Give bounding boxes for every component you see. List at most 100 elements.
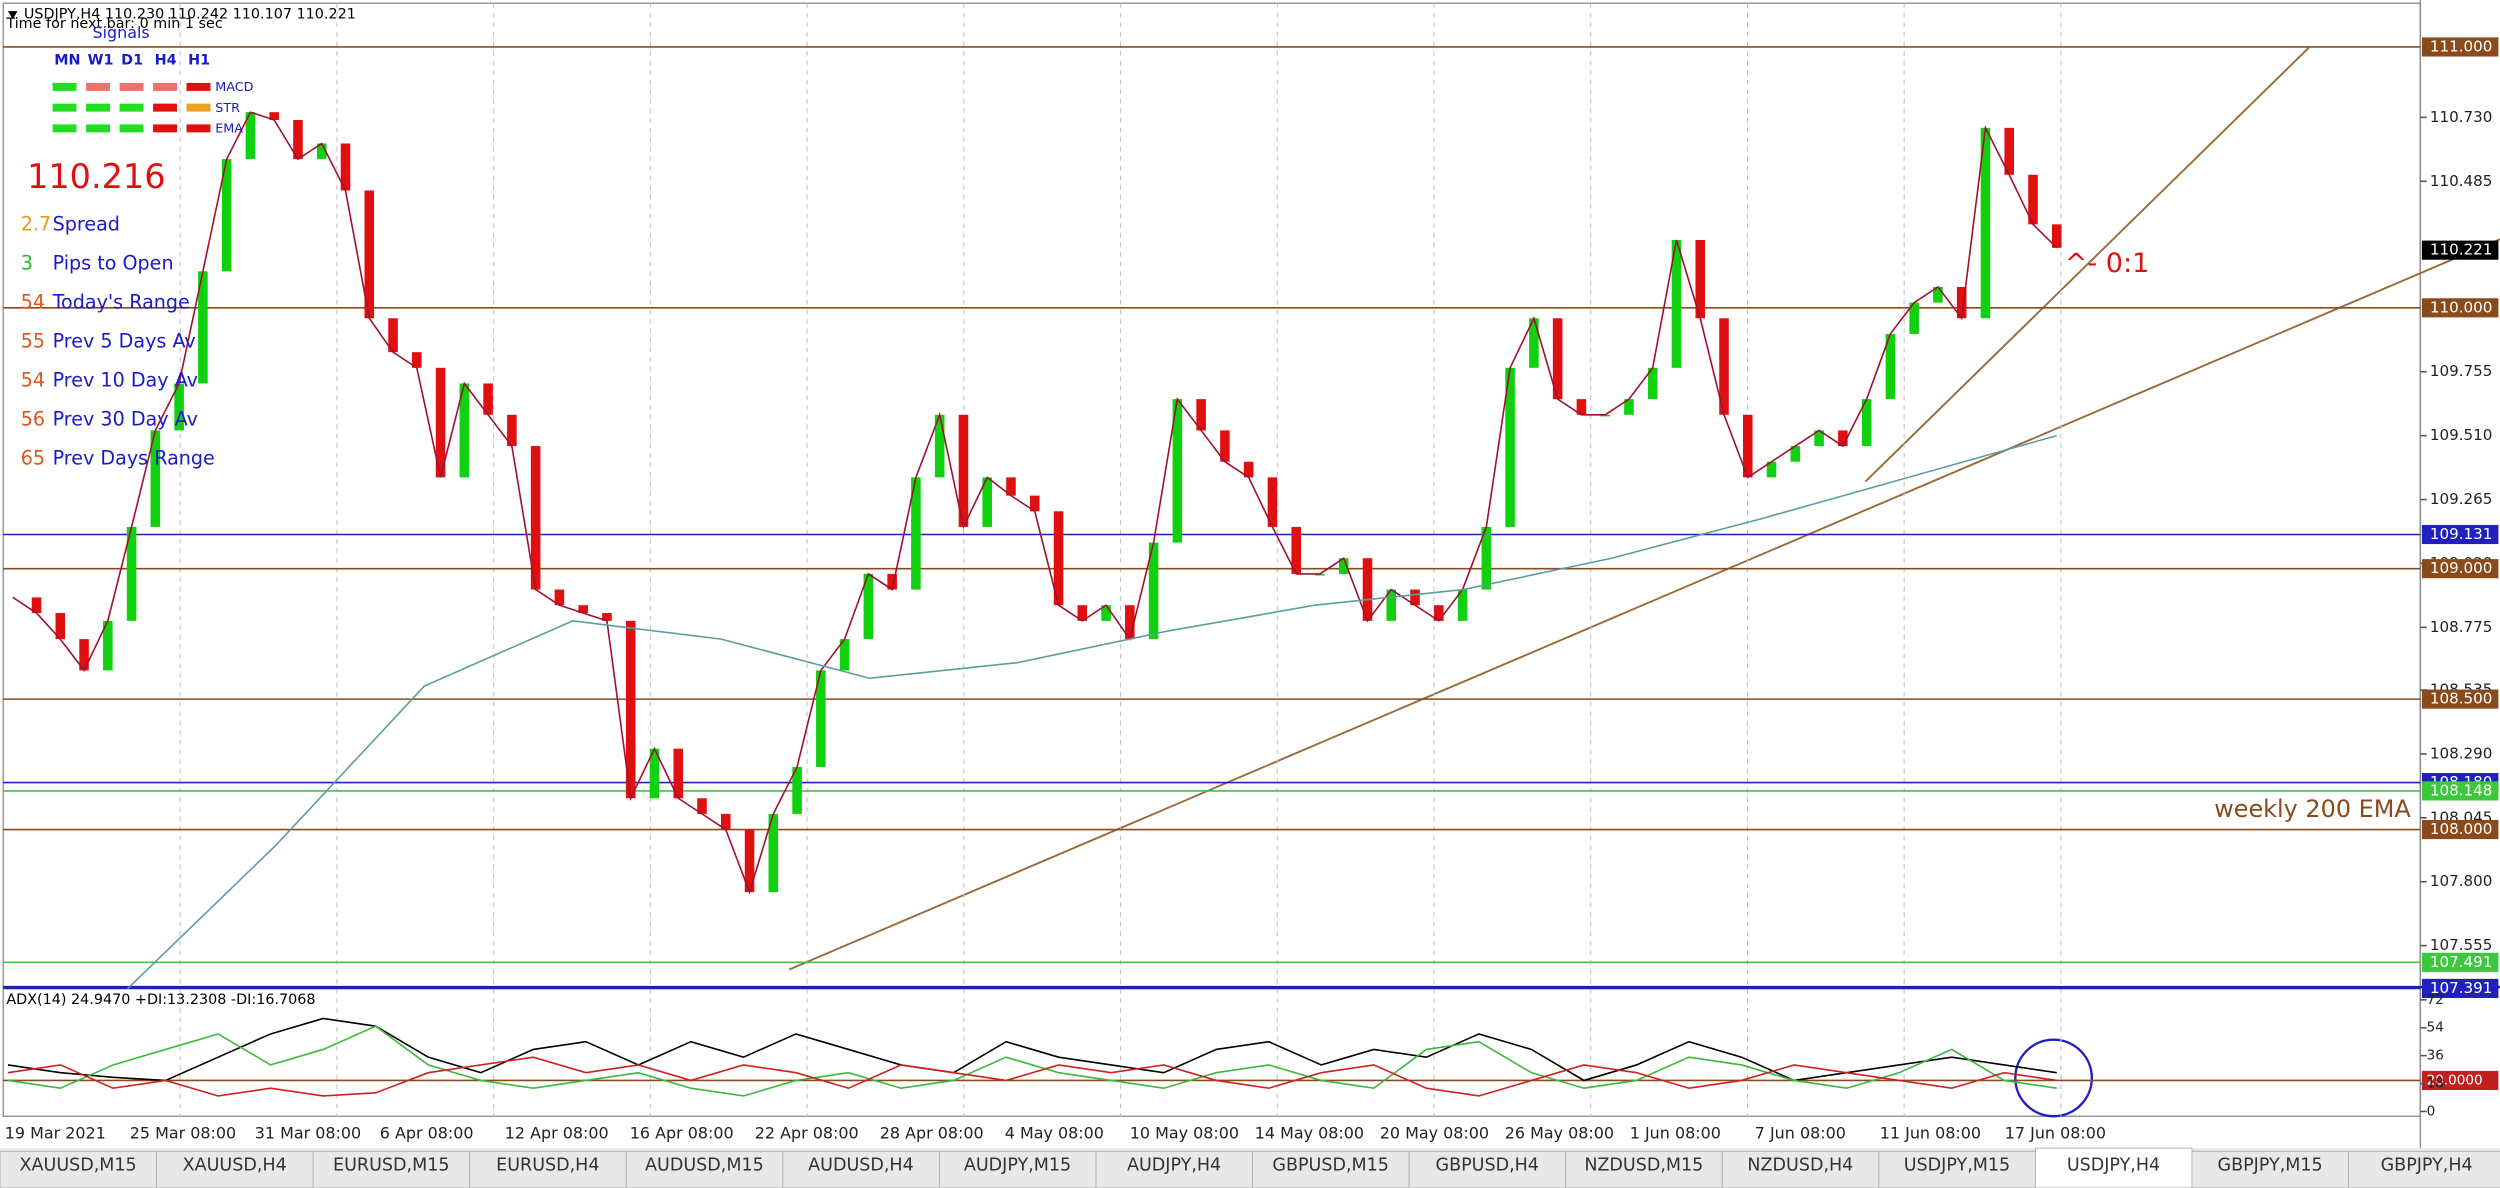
signal-bar xyxy=(153,124,177,133)
stat-label: Prev Days Range xyxy=(53,447,215,470)
x-tick-label: 6 Apr 08:00 xyxy=(380,1123,474,1142)
candle xyxy=(1410,589,1420,606)
signal-bar xyxy=(86,124,111,133)
tab[interactable] xyxy=(625,1150,784,1188)
tab-label[interactable]: GBPUSD,M15 xyxy=(1272,1156,1389,1176)
candle xyxy=(364,190,375,319)
candle xyxy=(1434,605,1444,621)
y-tick-label: 107.800 xyxy=(2430,872,2493,890)
y-tick-label: 110.730 xyxy=(2430,108,2493,126)
signal-bar xyxy=(186,82,211,91)
candle xyxy=(673,748,684,799)
tab[interactable] xyxy=(312,1150,471,1188)
tab-label[interactable]: XAUUSD,H4 xyxy=(183,1156,287,1176)
tab-label[interactable]: GBPJPY,M15 xyxy=(2218,1156,2323,1176)
candle xyxy=(269,112,279,120)
tab[interactable] xyxy=(156,1150,314,1188)
bar-timer: Time for next bar: 0 min 1 sec xyxy=(5,16,222,32)
tab[interactable] xyxy=(469,1150,627,1188)
tab-label[interactable]: GBPUSD,H4 xyxy=(1436,1156,1539,1176)
price-box xyxy=(2421,819,2499,840)
indicator-name: EMA xyxy=(215,122,243,137)
tab-label[interactable]: AUDJPY,M15 xyxy=(964,1156,1071,1176)
menu-triangle xyxy=(7,11,18,20)
candle xyxy=(293,119,303,160)
candle xyxy=(1053,511,1064,606)
close-line xyxy=(12,111,2058,895)
tab-label[interactable]: XAUUSD,M15 xyxy=(20,1156,137,1176)
stat-value: 3 xyxy=(21,251,33,274)
tab-label[interactable]: AUDUSD,H4 xyxy=(808,1156,914,1176)
x-tick-label: 31 Mar 08:00 xyxy=(255,1123,361,1142)
price-box xyxy=(2421,240,2499,260)
candle xyxy=(1980,127,1991,319)
tab[interactable] xyxy=(1721,1150,1880,1188)
candle xyxy=(1814,430,1824,447)
trendline xyxy=(1864,47,2310,483)
tab-label[interactable]: AUDUSD,M15 xyxy=(645,1156,764,1176)
tab[interactable] xyxy=(938,1150,1097,1188)
tab-label[interactable]: USDJPY,M15 xyxy=(1904,1156,2010,1176)
y-tick-label: 108.000 xyxy=(2430,820,2493,838)
tab-label[interactable]: GBPJPY,H4 xyxy=(2381,1156,2473,1176)
tab[interactable] xyxy=(1252,1150,1410,1188)
tab[interactable] xyxy=(2191,1150,2350,1188)
x-tick-label: 16 Apr 08:00 xyxy=(630,1123,734,1142)
x-tick-label: 17 Jun 08:00 xyxy=(2005,1123,2106,1142)
candle xyxy=(316,143,327,160)
tab-label[interactable]: AUDJPY,H4 xyxy=(1127,1156,1221,1176)
candle xyxy=(1671,239,1682,368)
price-box xyxy=(2421,978,2499,998)
stat-label: Prev 10 Day Av xyxy=(53,369,198,392)
candle xyxy=(435,367,446,478)
candle xyxy=(839,639,850,671)
stat-value: 56 xyxy=(21,408,45,431)
signals-title: Signals xyxy=(92,23,149,42)
candle xyxy=(792,766,802,814)
candle xyxy=(1338,558,1349,574)
tab-label[interactable]: EURUSD,M15 xyxy=(333,1156,449,1176)
stat-label: Spread xyxy=(53,212,120,235)
indicator-name: MACD xyxy=(215,80,253,95)
candle xyxy=(79,639,89,671)
stat-value: 54 xyxy=(21,290,45,313)
candle xyxy=(1552,318,1563,400)
candle xyxy=(602,613,612,621)
candle xyxy=(768,813,779,893)
candle xyxy=(1101,605,1111,621)
stat-value: 55 xyxy=(21,330,45,353)
candle xyxy=(483,383,493,415)
annotation: ^- 0:1 xyxy=(2065,248,2150,279)
tab[interactable] xyxy=(2348,1150,2500,1188)
candle xyxy=(1719,318,1729,415)
candle xyxy=(1695,239,1706,319)
candle xyxy=(1125,605,1135,640)
tab[interactable] xyxy=(1878,1150,2036,1188)
candle xyxy=(388,318,398,353)
candle xyxy=(863,573,874,640)
timeframe: D1 xyxy=(121,53,143,69)
indicator-name: STR xyxy=(215,101,240,116)
adx-tick-label: 54 xyxy=(2427,1020,2444,1036)
tab[interactable] xyxy=(1095,1150,1254,1188)
tab[interactable] xyxy=(1408,1150,1567,1188)
y-tick-label: 107.555 xyxy=(2430,936,2493,954)
stat-value: 54 xyxy=(21,369,45,392)
symbol-line: USDJPY,H4 110.230 110.242 110.107 110.22… xyxy=(24,6,356,22)
signal-bar xyxy=(153,103,177,112)
x-tick-label: 11 Jun 08:00 xyxy=(1880,1123,1981,1142)
tab[interactable] xyxy=(0,1150,158,1188)
candle xyxy=(103,620,113,671)
tab-label[interactable]: NZDUSD,H4 xyxy=(1747,1156,1853,1176)
tab-label[interactable]: USDJPY,H4 xyxy=(2067,1156,2160,1176)
x-tick-label: 4 May 08:00 xyxy=(1005,1123,1104,1142)
price-box xyxy=(2421,559,2499,579)
adx-series xyxy=(7,1025,2057,1097)
y-tick-label: 109.265 xyxy=(2430,490,2493,508)
stat-label: Today's Range xyxy=(52,290,190,313)
candle xyxy=(1647,367,1658,400)
tab-label[interactable]: NZDUSD,M15 xyxy=(1584,1156,1703,1176)
tab-label[interactable]: EURUSD,H4 xyxy=(496,1156,599,1176)
